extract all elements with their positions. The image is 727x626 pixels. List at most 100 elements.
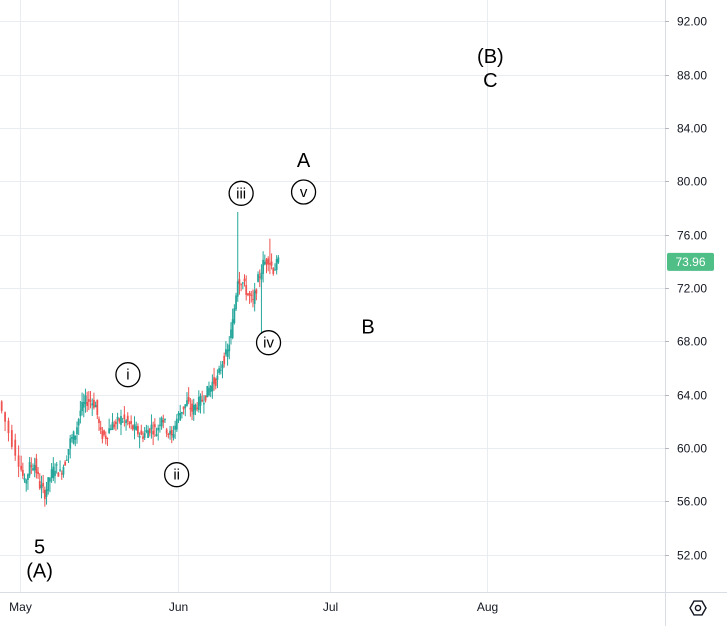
candle-body — [157, 427, 160, 431]
candle-body — [231, 319, 234, 338]
candle-body — [194, 404, 197, 411]
price-tick-label: 76.00 — [677, 229, 707, 243]
candle-body — [191, 403, 193, 412]
candle-body — [21, 469, 24, 476]
candle-body — [150, 424, 153, 430]
candle-body — [216, 375, 219, 380]
candle-body — [243, 278, 246, 282]
candle-body — [167, 433, 170, 435]
wave-label-5: 5 — [34, 537, 45, 559]
time-tick-label: May — [9, 600, 32, 614]
candle-body — [130, 420, 133, 424]
candle-body — [179, 413, 182, 421]
wave-label-circle — [290, 179, 317, 205]
candle-body — [62, 467, 65, 475]
candle-body — [218, 368, 221, 374]
candle-body — [135, 426, 138, 430]
candle-body — [228, 344, 231, 352]
grid — [0, 0, 665, 592]
candle-body — [138, 436, 141, 438]
candle-body — [274, 269, 276, 271]
candle-body — [49, 478, 51, 482]
candle-body — [174, 425, 177, 430]
candle-body — [140, 430, 143, 435]
time-axis[interactable]: May Jun Jul Aug — [9, 600, 498, 614]
candle-body — [165, 429, 168, 434]
candle-body — [104, 435, 107, 439]
candle-body — [159, 424, 161, 426]
candle-body — [42, 482, 45, 487]
candle-body — [169, 430, 171, 435]
current-price-badge-bg — [667, 252, 714, 271]
candle-body — [192, 404, 195, 415]
candle-body — [206, 386, 209, 398]
candle-body — [72, 431, 75, 444]
candle-body — [181, 411, 183, 414]
candle-body — [250, 294, 253, 296]
candle-body — [137, 426, 139, 435]
candle-body — [74, 435, 77, 440]
candles — [0, 212, 280, 507]
wave-label-circle — [255, 330, 282, 356]
candle-body — [153, 424, 156, 428]
time-tick-label: Jul — [323, 600, 338, 614]
candle-body — [98, 418, 100, 423]
candle-body — [258, 276, 261, 278]
candle-body — [65, 459, 68, 461]
candle-body — [236, 281, 239, 297]
price-tick-label: 92.00 — [677, 15, 707, 29]
candle-body — [233, 308, 236, 324]
candle-body — [240, 284, 243, 286]
candle-body — [59, 469, 61, 471]
candle-body — [277, 257, 280, 263]
candle-body — [253, 290, 256, 304]
candle-body — [45, 489, 48, 497]
candle-body — [89, 400, 92, 402]
candle-body — [32, 468, 34, 471]
candle-body — [55, 464, 58, 466]
candle-body — [23, 478, 26, 481]
candle-body — [257, 274, 259, 282]
candle-body — [123, 414, 126, 420]
candle-body — [211, 381, 214, 392]
candle-body — [208, 388, 210, 396]
price-tick-label: 64.00 — [677, 389, 707, 403]
candle-body — [199, 395, 202, 406]
candle-body — [255, 289, 258, 294]
candle-body — [270, 261, 273, 266]
candle-body — [267, 258, 270, 265]
candle-body — [182, 406, 185, 410]
candle-body — [214, 378, 217, 386]
candle-body — [86, 402, 89, 406]
candle-body — [221, 364, 224, 369]
candle-body — [202, 403, 205, 405]
current-price-label: 73.96 — [675, 255, 705, 269]
gear-icon[interactable] — [689, 600, 707, 616]
candle-body — [50, 469, 53, 478]
wave-label-C: C — [483, 70, 497, 92]
candle-body — [33, 465, 36, 471]
candle-body — [164, 419, 166, 421]
time-tick-label: Jun — [169, 600, 188, 614]
candle-body — [219, 369, 222, 371]
wave-label-A: A — [297, 150, 311, 172]
candle-body — [91, 403, 94, 406]
candle-body — [128, 422, 131, 425]
candle-body — [162, 419, 165, 423]
candle-body — [7, 420, 10, 434]
wave-label-B: B — [361, 317, 374, 339]
candle-body — [118, 418, 121, 422]
candle-body — [230, 329, 232, 339]
candle-body — [67, 449, 70, 455]
candle-body — [37, 471, 39, 475]
price-tick-label: 60.00 — [677, 442, 707, 456]
candle-body — [111, 422, 114, 430]
candle-body — [116, 416, 119, 420]
candle-body — [172, 434, 175, 438]
price-axis[interactable]: 92.00 88.00 84.00 80.00 76.00 72.00 68.00 64.00… — [665, 15, 707, 563]
time-tick-label: Aug — [477, 600, 498, 614]
wave-label-(A): (A) — [26, 561, 53, 583]
wave-label-iv: iv — [263, 335, 274, 352]
